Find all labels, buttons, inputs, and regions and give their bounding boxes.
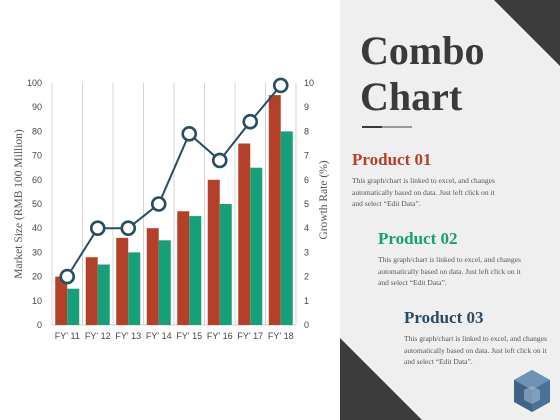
product-02-title: Product 02	[378, 229, 458, 248]
combo-chart: 0 10 20 30 40 50 60 70 80 90 100 0 1 2 3 4 5 6 7 8 9 10 FY' 11…	[13, 77, 330, 341]
x-tick-label: FY' 11	[55, 331, 80, 341]
bar-series-2	[67, 288, 80, 325]
y-tick-label-left: 10	[32, 296, 42, 306]
bar-series-1	[55, 276, 68, 325]
bar-series-1	[238, 143, 251, 325]
corner-triangle-top	[494, 0, 560, 66]
title-underline	[362, 126, 412, 128]
product-02-block: Product 02 This graph/chart is linked to…	[378, 229, 560, 289]
y-tick-label-left: 0	[37, 320, 42, 330]
bar-series-1	[85, 257, 98, 325]
x-tick-label: FY' 13	[115, 331, 141, 341]
product-03-description: This graph/chart is linked to excel, and…	[404, 334, 547, 366]
y-tick-label-right: 6	[304, 175, 309, 185]
bar-series-1	[177, 211, 190, 325]
bars	[55, 95, 293, 325]
panel-title: Combo Chart	[360, 28, 485, 119]
corner-triangle-bottom	[340, 338, 422, 420]
growth-line-marker	[150, 196, 167, 212]
growth-line	[59, 77, 289, 285]
bar-series-1	[207, 179, 220, 325]
x-tick-label: FY' 17	[237, 331, 263, 341]
product-01-description: This graph/chart is linked to excel, and…	[352, 176, 495, 208]
y-tick-label-left: 40	[32, 223, 42, 233]
growth-line-marker	[242, 113, 259, 130]
hexagon-logo-icon	[514, 370, 550, 412]
product-01-title: Product 01	[352, 150, 432, 169]
y-axis-title-right: Growth Rate (%)	[318, 160, 330, 239]
y-tick-label-left: 20	[32, 272, 42, 282]
bar-series-2	[250, 167, 263, 325]
growth-line-marker	[89, 220, 106, 236]
x-tick-label: FY' 15	[176, 331, 202, 341]
bar-series-2	[280, 131, 293, 325]
bar-series-1	[146, 228, 159, 325]
product-02-description: This graph/chart is linked to excel, and…	[378, 255, 521, 287]
growth-line-marker	[272, 77, 289, 94]
product-03-block: Product 03 This graph/chart is linked to…	[404, 308, 560, 368]
y-tick-label-left: 50	[32, 199, 42, 209]
chart-svg: 0 10 20 30 40 50 60 70 80 90 100 0 1 2 3 4 5 6 7 8 9 10 FY' 11…	[13, 77, 330, 341]
y-tick-label-right: 0	[304, 320, 309, 330]
y-tick-label-right: 9	[304, 102, 309, 112]
title-underline-accent	[362, 126, 382, 128]
x-tick-label: FY' 12	[85, 331, 111, 341]
y-tick-label-left: 80	[32, 126, 42, 136]
bar-series-2	[128, 252, 141, 325]
x-tick-label: FY' 14	[146, 331, 172, 341]
growth-line-marker	[181, 126, 198, 142]
bar-series-2	[219, 204, 232, 325]
x-tick-label: FY' 16	[207, 331, 233, 341]
y-tick-label-right: 2	[304, 272, 309, 282]
y-tick-label-left: 30	[32, 247, 42, 257]
y-tick-label-right: 10	[304, 78, 314, 88]
growth-line-marker	[59, 268, 76, 285]
y-tick-label-left: 100	[27, 78, 42, 88]
y-tick-label-left: 60	[32, 175, 42, 185]
product-03-title: Product 03	[404, 308, 484, 327]
y-tick-label-right: 4	[304, 223, 309, 233]
x-tick-label: FY' 18	[268, 331, 294, 341]
y-tick-label-left: 90	[32, 102, 42, 112]
y-tick-label-right: 1	[304, 296, 309, 306]
y-tick-label-right: 7	[304, 151, 309, 161]
bar-series-1	[116, 237, 129, 325]
y-tick-label-right: 3	[304, 247, 309, 257]
bar-series-2	[189, 216, 202, 325]
growth-line-marker	[211, 152, 228, 169]
bar-series-2	[97, 264, 110, 325]
growth-line-marker	[120, 220, 137, 236]
y-tick-label-right: 8	[304, 126, 309, 136]
side-panel: Combo Chart Product 01 This graph/chart …	[340, 0, 560, 420]
y-axis-title-left: Market Size (RMB 100 Million)	[13, 129, 25, 279]
y-tick-label-left: 70	[32, 151, 42, 161]
bar-series-1	[268, 95, 281, 325]
y-tick-label-right: 5	[304, 199, 309, 209]
product-01-block: Product 01 This graph/chart is linked to…	[352, 150, 542, 210]
tick-labels: 0 10 20 30 40 50 60 70 80 90 100 0 1 2 3 4 5 6 7 8 9 10 FY' 11…	[27, 78, 314, 341]
bar-series-2	[158, 240, 171, 325]
